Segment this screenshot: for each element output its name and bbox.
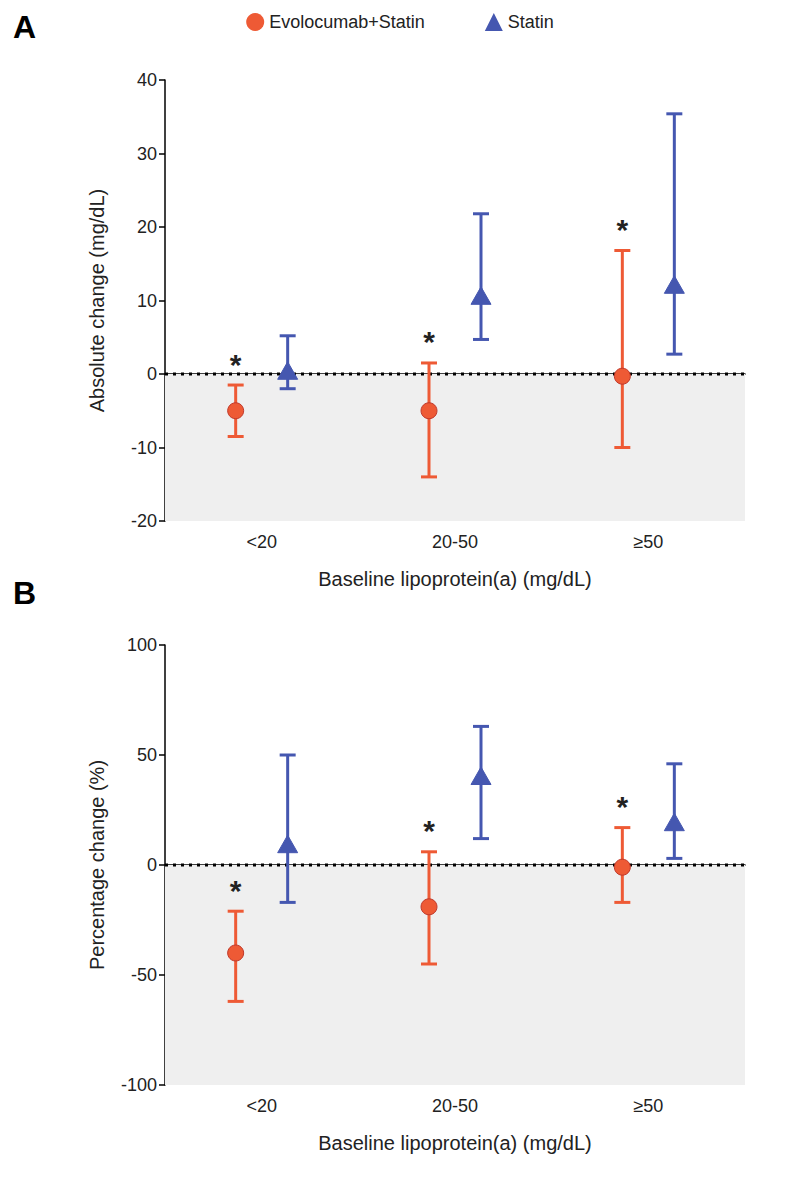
svg-text:0: 0 [147, 364, 157, 384]
svg-text:10: 10 [137, 291, 157, 311]
svg-text:Percentage change (%): Percentage change (%) [86, 760, 108, 970]
svg-text:*: * [230, 874, 242, 907]
svg-text:20-50: 20-50 [432, 1096, 478, 1116]
svg-text:*: * [230, 348, 242, 381]
svg-text:*: * [616, 790, 628, 823]
svg-text:≥50: ≥50 [633, 1096, 663, 1116]
svg-text:A: A [13, 9, 36, 45]
svg-text:B: B [13, 575, 36, 611]
svg-text:20: 20 [137, 217, 157, 237]
svg-text:Statin: Statin [508, 12, 554, 32]
svg-text:20-50: 20-50 [432, 532, 478, 552]
svg-text:0: 0 [147, 855, 157, 875]
svg-text:Baseline lipoprotein(a) (mg/dL: Baseline lipoprotein(a) (mg/dL) [318, 568, 591, 590]
svg-text:Baseline lipoprotein(a) (mg/dL: Baseline lipoprotein(a) (mg/dL) [318, 1132, 591, 1154]
svg-text:-20: -20 [131, 511, 157, 531]
svg-text:Evolocumab+Statin: Evolocumab+Statin [269, 12, 425, 32]
svg-text:*: * [616, 213, 628, 246]
svg-text:100: 100 [127, 635, 157, 655]
svg-text:<20: <20 [246, 532, 277, 552]
svg-text:≥50: ≥50 [633, 532, 663, 552]
svg-text:<20: <20 [246, 1096, 277, 1116]
svg-text:*: * [423, 325, 435, 358]
svg-text:30: 30 [137, 144, 157, 164]
svg-text:50: 50 [137, 745, 157, 765]
svg-text:40: 40 [137, 70, 157, 90]
svg-text:Absolute change (mg/dL): Absolute change (mg/dL) [86, 189, 108, 412]
svg-text:-10: -10 [131, 438, 157, 458]
svg-text:-50: -50 [131, 965, 157, 985]
svg-text:*: * [423, 814, 435, 847]
svg-text:-100: -100 [121, 1075, 157, 1095]
